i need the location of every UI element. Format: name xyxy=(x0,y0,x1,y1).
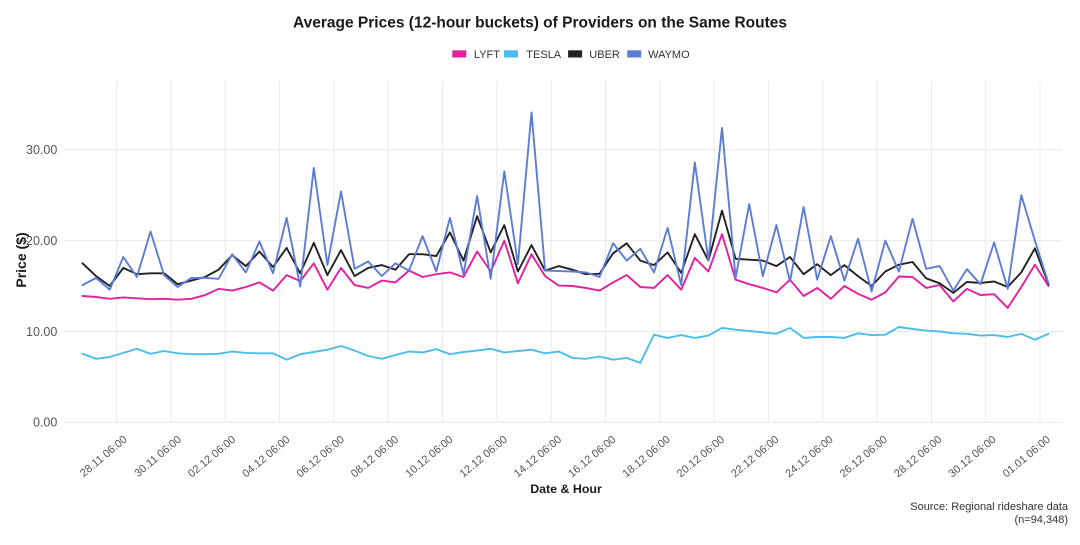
svg-text:WAYMO: WAYMO xyxy=(648,49,690,61)
svg-text:Price ($): Price ($) xyxy=(13,232,29,287)
svg-text:TESLA: TESLA xyxy=(526,49,562,61)
svg-text:LYFT: LYFT xyxy=(474,49,500,61)
svg-text:20.00: 20.00 xyxy=(26,234,57,248)
svg-text:Source: Regional rideshare dat: Source: Regional rideshare data xyxy=(910,501,1069,513)
svg-text:(n=94,348): (n=94,348) xyxy=(1014,514,1068,526)
svg-text:0.00: 0.00 xyxy=(33,416,57,430)
svg-text:10.00: 10.00 xyxy=(26,325,57,339)
svg-text:30.00: 30.00 xyxy=(26,143,57,157)
svg-text:UBER: UBER xyxy=(589,49,620,61)
svg-text:Average Prices (12-hour bucket: Average Prices (12-hour buckets) of Prov… xyxy=(293,15,787,32)
svg-text:Date & Hour: Date & Hour xyxy=(530,482,602,496)
